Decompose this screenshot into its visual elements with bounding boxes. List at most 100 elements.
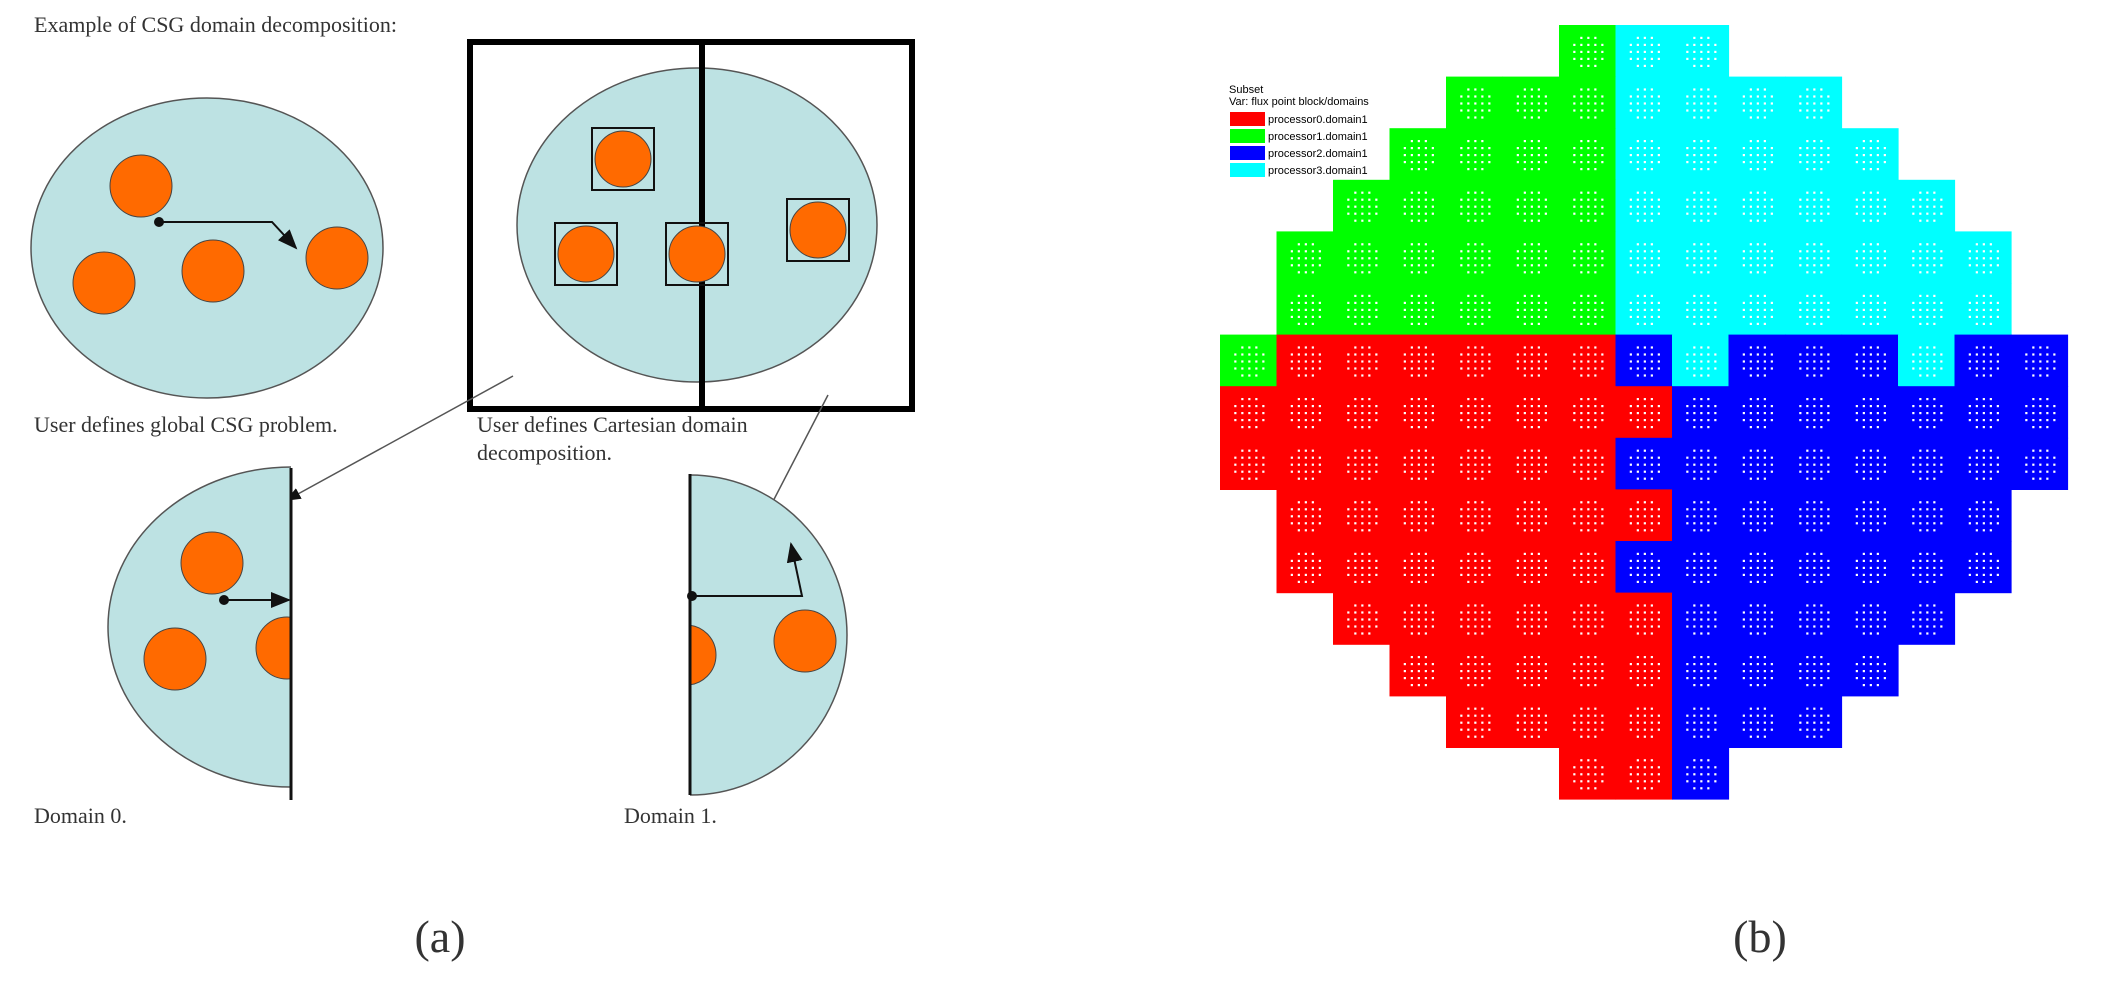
pin-dot bbox=[1368, 346, 1371, 349]
pin-dot bbox=[1707, 508, 1710, 511]
pin-dot bbox=[1919, 456, 1922, 459]
pin-dot bbox=[1347, 508, 1350, 511]
pin-dot bbox=[1926, 360, 1929, 363]
pin-dot bbox=[1883, 625, 1886, 628]
pin-dot bbox=[1763, 501, 1766, 504]
pin-dot bbox=[1643, 219, 1646, 222]
pin-dot bbox=[1460, 109, 1463, 112]
pin-dot bbox=[1467, 168, 1470, 171]
pin-dot bbox=[1940, 250, 1943, 253]
pin-dot bbox=[1410, 477, 1413, 480]
pin-dot bbox=[1481, 426, 1484, 429]
pin-dot bbox=[1424, 573, 1427, 576]
pin-dot bbox=[1855, 566, 1858, 569]
pin-dot bbox=[1799, 721, 1802, 724]
pin-dot bbox=[1650, 161, 1653, 164]
pin-dot bbox=[1876, 625, 1879, 628]
pin-dot bbox=[1587, 759, 1590, 762]
pin-dot bbox=[1975, 367, 1978, 370]
pin-dot bbox=[1763, 367, 1766, 370]
pin-dot bbox=[1650, 264, 1653, 267]
pin-dot bbox=[1636, 463, 1639, 466]
pin-dot bbox=[1516, 515, 1519, 518]
pin-dot bbox=[1770, 566, 1773, 569]
pin-dot bbox=[1763, 301, 1766, 304]
pin-dot bbox=[1573, 728, 1576, 731]
pin-dot bbox=[1516, 412, 1519, 415]
pin-dot bbox=[1643, 147, 1646, 150]
pin-dot bbox=[1297, 294, 1300, 297]
pin-dot bbox=[1594, 374, 1597, 377]
pin-dot bbox=[1763, 714, 1766, 717]
pin-dot bbox=[1594, 360, 1597, 363]
pin-dot bbox=[1855, 147, 1858, 150]
pin-dot bbox=[1700, 212, 1703, 215]
pin-dot bbox=[1297, 552, 1300, 555]
pin-dot bbox=[1410, 353, 1413, 356]
pin-dot bbox=[2053, 360, 2056, 363]
pin-dot bbox=[1594, 463, 1597, 466]
pin-dot bbox=[1975, 559, 1978, 562]
pin-dot bbox=[1714, 419, 1717, 422]
pin-dot bbox=[1410, 346, 1413, 349]
pin-dot bbox=[1876, 154, 1879, 157]
pin-dot bbox=[1537, 501, 1540, 504]
pin-dot bbox=[1460, 611, 1463, 614]
pin-dot bbox=[1347, 250, 1350, 253]
pin-dot bbox=[1488, 522, 1491, 525]
pin-dot bbox=[1693, 191, 1696, 194]
pin-dot bbox=[1975, 522, 1978, 525]
pin-dot bbox=[1580, 573, 1583, 576]
pin-dot bbox=[1707, 611, 1710, 614]
pin-dot bbox=[1361, 271, 1364, 274]
pin-dot bbox=[1424, 477, 1427, 480]
pin-dot bbox=[1693, 154, 1696, 157]
pin-dot bbox=[1813, 663, 1816, 666]
pin-dot bbox=[1629, 611, 1632, 614]
pin-dot bbox=[1770, 109, 1773, 112]
pin-dot bbox=[1657, 109, 1660, 112]
pin-dot bbox=[1580, 529, 1583, 532]
pin-dot bbox=[1601, 515, 1604, 518]
pin-dot bbox=[1806, 625, 1809, 628]
pin-dot bbox=[1799, 714, 1802, 717]
pin-dot bbox=[1636, 419, 1639, 422]
pin-dot bbox=[1650, 154, 1653, 157]
pin-dot bbox=[1876, 367, 1879, 370]
pin-dot bbox=[1855, 625, 1858, 628]
pin-dot bbox=[1707, 580, 1710, 583]
pin-dot bbox=[1347, 315, 1350, 318]
pin-dot bbox=[1926, 604, 1929, 607]
pin-dot bbox=[1587, 552, 1590, 555]
pin-dot bbox=[1876, 315, 1879, 318]
pin-dot bbox=[1290, 353, 1293, 356]
pin-dot bbox=[1403, 573, 1406, 576]
pin-dot bbox=[1467, 632, 1470, 635]
pin-dot bbox=[1657, 205, 1660, 208]
pin-dot bbox=[1806, 161, 1809, 164]
legend-swatch bbox=[1230, 163, 1265, 177]
pin-dot bbox=[1919, 212, 1922, 215]
pin-dot bbox=[1827, 264, 1830, 267]
pin-dot bbox=[1643, 625, 1646, 628]
pin-dot bbox=[1467, 735, 1470, 738]
pin-dot bbox=[1650, 707, 1653, 710]
pin-dot bbox=[1926, 632, 1929, 635]
pin-dot bbox=[1876, 405, 1879, 408]
pin-dot bbox=[1742, 522, 1745, 525]
pin-dot bbox=[1361, 632, 1364, 635]
pin-dot bbox=[1657, 566, 1660, 569]
pin-dot bbox=[1650, 271, 1653, 274]
pin-dot bbox=[1467, 714, 1470, 717]
pin-dot bbox=[1629, 670, 1632, 673]
pin-dot bbox=[1869, 501, 1872, 504]
pin-dot bbox=[1368, 508, 1371, 511]
pin-dot bbox=[1933, 559, 1936, 562]
pin-dot bbox=[2039, 374, 2042, 377]
pin-dot bbox=[1806, 147, 1809, 150]
pin-dot bbox=[1474, 212, 1477, 215]
pin-dot bbox=[1636, 116, 1639, 119]
pin-dot bbox=[1806, 501, 1809, 504]
pin-dot bbox=[1354, 243, 1357, 246]
pin-dot bbox=[2046, 477, 2049, 480]
